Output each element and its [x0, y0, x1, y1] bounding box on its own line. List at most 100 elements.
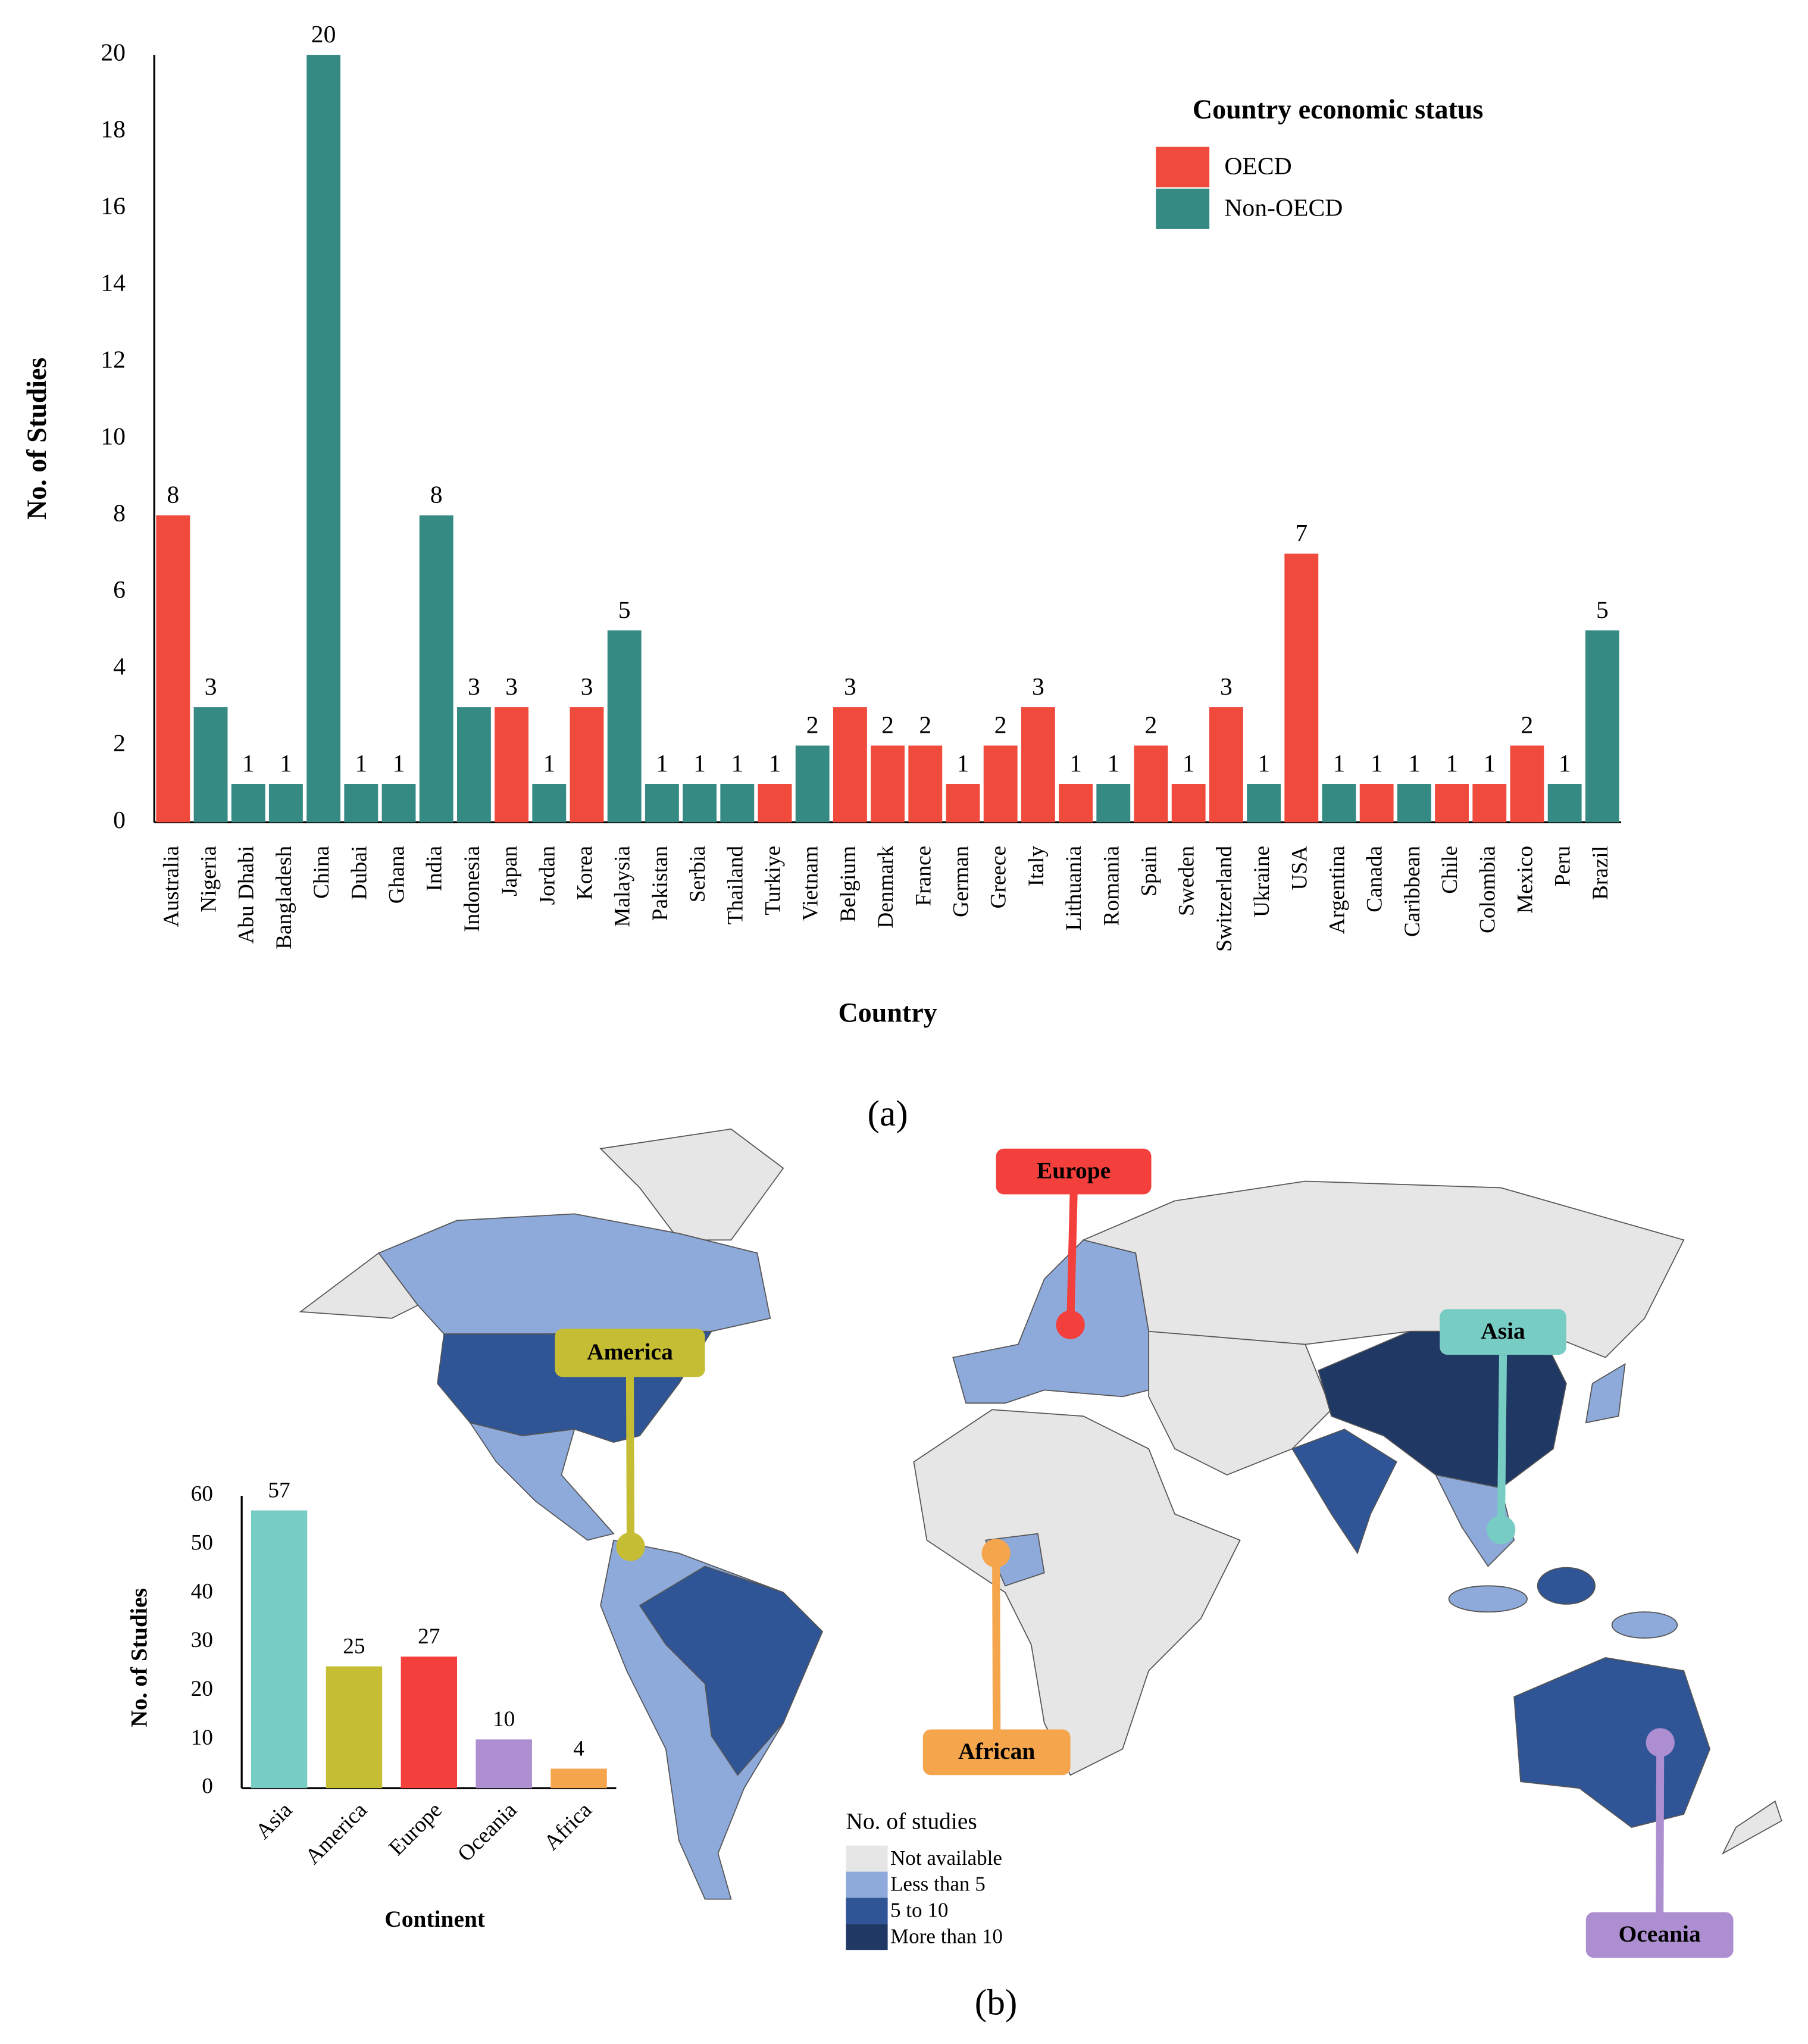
bar	[456, 707, 491, 823]
bar	[570, 707, 604, 823]
x-tick-label: Jordan	[535, 846, 559, 905]
x-tick-label: Belgium	[836, 846, 861, 922]
x-tick-label: Italy	[1024, 846, 1049, 887]
bar	[645, 784, 679, 823]
map-region	[599, 1128, 784, 1241]
value-label: 5	[618, 596, 631, 624]
bar	[419, 515, 453, 823]
callout-label: Asia	[1481, 1318, 1525, 1344]
x-tick-label: India	[423, 846, 447, 892]
value-label: 3	[1032, 673, 1044, 701]
caption: (a)	[868, 1093, 908, 1134]
x-tick-label: Korea	[573, 846, 598, 900]
bar	[1096, 784, 1131, 823]
value-label: 57	[268, 1478, 290, 1502]
callout-label: Europe	[1037, 1157, 1111, 1183]
x-tick-label: Serbia	[686, 846, 710, 903]
x-tick-label: Mexico	[1513, 846, 1538, 914]
map-region	[639, 1565, 823, 1776]
bar	[1059, 784, 1093, 823]
callout-pin	[1646, 1728, 1675, 1757]
x-tick-label: Argentina	[1325, 846, 1350, 935]
value-label: 1	[1408, 750, 1421, 777]
value-label: 5	[1596, 596, 1609, 624]
x-tick-label: Malaysia	[611, 846, 635, 927]
x-tick-label: USA	[1287, 846, 1312, 890]
bar	[758, 784, 792, 823]
x-tick-label: China	[309, 846, 334, 899]
y-tick-label: 2	[113, 730, 126, 757]
x-tick-label: France	[911, 846, 936, 906]
x-tick-label: Nigeria	[197, 846, 221, 912]
value-label: 1	[1333, 750, 1346, 777]
bar	[326, 1666, 383, 1789]
x-tick-label: Romania	[1099, 846, 1124, 926]
value-label: 2	[806, 711, 819, 739]
x-tick-label: Lithuania	[1062, 846, 1086, 931]
value-label: 3	[505, 673, 518, 701]
x-tick-label: German	[949, 846, 974, 917]
value-label: 27	[418, 1624, 440, 1649]
y-axis-title: No. of Studies	[126, 1588, 152, 1727]
value-label: 1	[1559, 750, 1571, 777]
x-tick-label: Peru	[1551, 846, 1575, 886]
callout-line	[992, 1553, 1001, 1730]
value-label: 1	[1483, 750, 1496, 777]
value-label: 1	[1371, 750, 1383, 777]
value-label: 3	[581, 673, 593, 701]
bar	[607, 630, 642, 823]
callout-pin	[981, 1539, 1011, 1568]
value-label: 2	[994, 711, 1007, 739]
x-tick-label: Indonesia	[460, 846, 484, 932]
value-label: 1	[393, 750, 405, 777]
bar	[381, 784, 416, 823]
value-label: 3	[205, 673, 217, 701]
x-tick-label: Ghana	[385, 846, 409, 904]
callout-line	[1066, 1194, 1078, 1325]
map-region	[1434, 1474, 1515, 1567]
map-region	[1537, 1567, 1596, 1605]
bar	[231, 784, 265, 823]
bar	[1247, 784, 1281, 823]
bar	[156, 515, 190, 823]
bar	[550, 1768, 607, 1789]
map-legend-label: Less than 5	[890, 1873, 986, 1896]
x-tick-label: Turkiye	[761, 846, 786, 915]
callout-pin	[1056, 1310, 1085, 1339]
y-tick-label: 8	[113, 499, 126, 527]
x-axis-title: Continent	[384, 1906, 485, 1932]
y-tick-label: 0	[202, 1774, 213, 1799]
bar	[1284, 554, 1319, 823]
map-legend-label: More than 10	[890, 1924, 1003, 1948]
y-tick-label: 16	[101, 193, 126, 220]
callout-line	[1497, 1355, 1507, 1530]
bar	[401, 1657, 458, 1789]
legend-label: Non-OECD	[1224, 195, 1343, 222]
value-label: 1	[1446, 750, 1458, 777]
x-tick-label: Thailand	[723, 846, 747, 925]
y-tick-label: 60	[191, 1482, 213, 1507]
value-label: 1	[957, 750, 969, 777]
x-tick-label: Canada	[1363, 846, 1387, 912]
bar	[833, 707, 867, 823]
value-label: 2	[919, 711, 931, 739]
value-label: 1	[1258, 750, 1270, 777]
x-tick-label: Chile	[1438, 846, 1462, 894]
callout-box	[1440, 1309, 1566, 1355]
y-axis-title: No. of Studies	[21, 358, 52, 520]
y-tick-label: 14	[101, 269, 126, 296]
caption: (b)	[975, 1983, 1018, 2023]
x-tick-label: Greece	[987, 846, 1011, 908]
legend-swatch	[1155, 187, 1211, 231]
map-region	[1585, 1362, 1626, 1424]
bar	[1209, 707, 1243, 823]
map-region	[1148, 1330, 1332, 1476]
bar	[251, 1510, 308, 1789]
value-label: 1	[769, 750, 781, 777]
value-label: 4	[573, 1736, 584, 1761]
bar	[946, 784, 980, 823]
x-tick-label: Colombia	[1475, 846, 1500, 933]
legend-label: OECD	[1224, 152, 1291, 180]
callout-pin	[1487, 1515, 1516, 1545]
bar	[1397, 784, 1431, 823]
